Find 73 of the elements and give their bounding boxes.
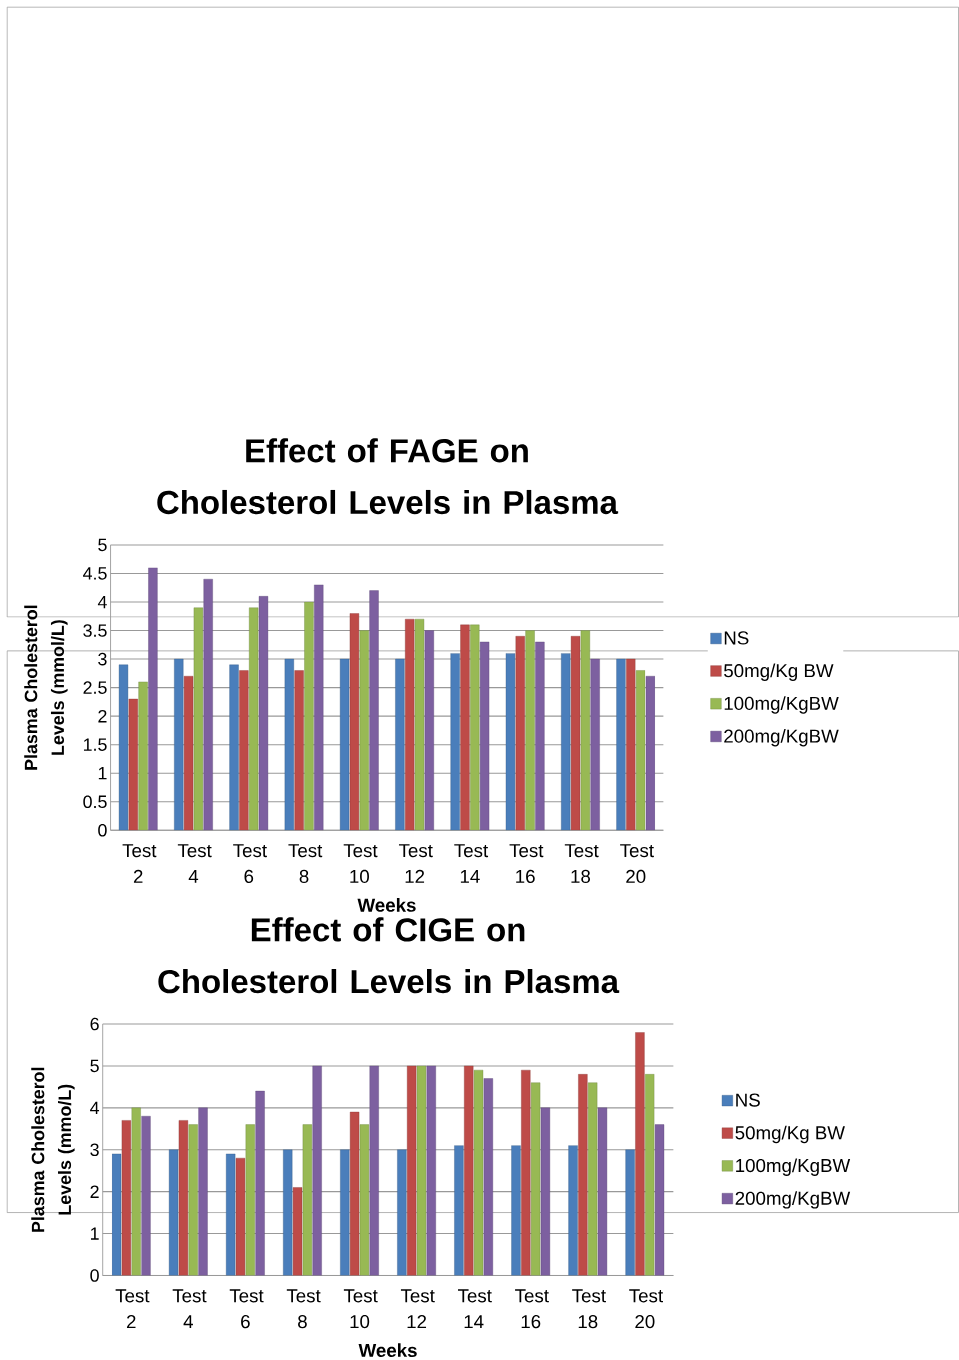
y-tick-label: 0	[90, 1269, 99, 1282]
chart-title: Effect of CIGE on Cholesterol Levels in Plasma	[158, 917, 620, 994]
x-tick-label: Test 18	[564, 844, 599, 884]
x-tick-label: Test 2	[115, 1289, 150, 1329]
bar	[460, 624, 470, 831]
x-tick-label: Test 8	[286, 1289, 321, 1329]
y-tick-label: 1.5	[84, 738, 107, 751]
y-tick-label: 2	[90, 1185, 99, 1198]
x-axis-title: Weeks	[357, 898, 416, 912]
x-tick-label: Test 6	[233, 844, 267, 884]
x-tick-label: Test 2	[122, 844, 157, 883]
y-tick-label: 2.5	[83, 681, 107, 694]
bar	[424, 630, 434, 831]
x-tick-label: Test 10	[343, 1289, 378, 1329]
x-tick-label: Test 4	[177, 844, 212, 883]
legend-label: 50mg/Kg BW	[724, 663, 834, 682]
x-tick-label: Test 16	[509, 844, 544, 884]
legend-label: 200mg/KgBW	[724, 729, 839, 747]
bar	[359, 630, 369, 831]
legend-label: NS	[736, 1093, 760, 1107]
bar	[193, 607, 204, 831]
y-tick-label: 5	[90, 1059, 99, 1073]
bar	[525, 630, 535, 831]
bar	[590, 658, 600, 831]
legend-label: 200mg/KgBW	[735, 1191, 851, 1209]
y-tick-label: 3	[90, 1143, 99, 1157]
legend-label: 100mg/KgBW	[724, 696, 839, 714]
y-tick-label: 1	[98, 767, 107, 780]
x-tick-label: Test 8	[288, 844, 323, 884]
y-tick-label: 3.5	[83, 624, 107, 637]
y-tick-label: 4	[90, 1101, 100, 1114]
y-tick-label: 2	[98, 709, 107, 723]
bar	[314, 584, 324, 831]
x-tick-label: Test 20	[629, 1289, 664, 1329]
bar	[249, 607, 259, 831]
legend-label: NS	[724, 631, 749, 645]
y-tick-label: 4	[97, 595, 107, 609]
bar	[414, 618, 425, 831]
bar	[470, 624, 480, 831]
legend-label: 100mg/KgBW	[736, 1158, 851, 1176]
y-tick-label: 4.5	[83, 567, 107, 580]
bar	[479, 641, 490, 831]
x-tick-label: Test 10	[343, 844, 378, 884]
x-tick-label: Test 14	[454, 844, 489, 883]
chart-title: Effect of FAGE on Cholesterol Levels in Plasma	[157, 438, 619, 515]
y-tick-label: 1	[91, 1227, 99, 1240]
legend-label: 50mg/Kg BW	[735, 1125, 845, 1144]
x-tick-label: Test 18	[572, 1289, 606, 1329]
x-tick-label: Test 12	[399, 844, 433, 883]
bar	[645, 676, 656, 831]
bar	[258, 596, 269, 831]
bar	[636, 670, 646, 831]
x-tick-label: Test 12	[400, 1289, 435, 1329]
x-tick-label: Test 20	[620, 844, 654, 884]
y-axis-title: Plasma Cholesterol Levels (mmol/L)	[24, 605, 68, 770]
bar	[148, 567, 158, 831]
y-tick-label: 6	[90, 1017, 99, 1031]
bar	[203, 579, 213, 831]
bar	[304, 601, 314, 831]
bar	[535, 641, 545, 831]
x-tick-label: Test 16	[515, 1289, 549, 1329]
y-tick-label: 5	[98, 538, 107, 552]
y-axis-title: Plasma Cholesterol Levels (mmo/L)	[31, 1067, 75, 1232]
y-tick-label: 0	[98, 823, 107, 837]
bar	[369, 590, 379, 831]
bar	[138, 681, 148, 831]
y-tick-label: 3	[98, 652, 107, 666]
x-tick-label: Test 6	[229, 1289, 264, 1329]
x-tick-label: Test 14	[458, 1289, 492, 1329]
bar	[580, 630, 591, 831]
x-axis-title: Weeks	[358, 1343, 417, 1358]
y-tick-label: 0.5	[83, 795, 107, 809]
x-tick-label: Test 4	[172, 1289, 207, 1329]
